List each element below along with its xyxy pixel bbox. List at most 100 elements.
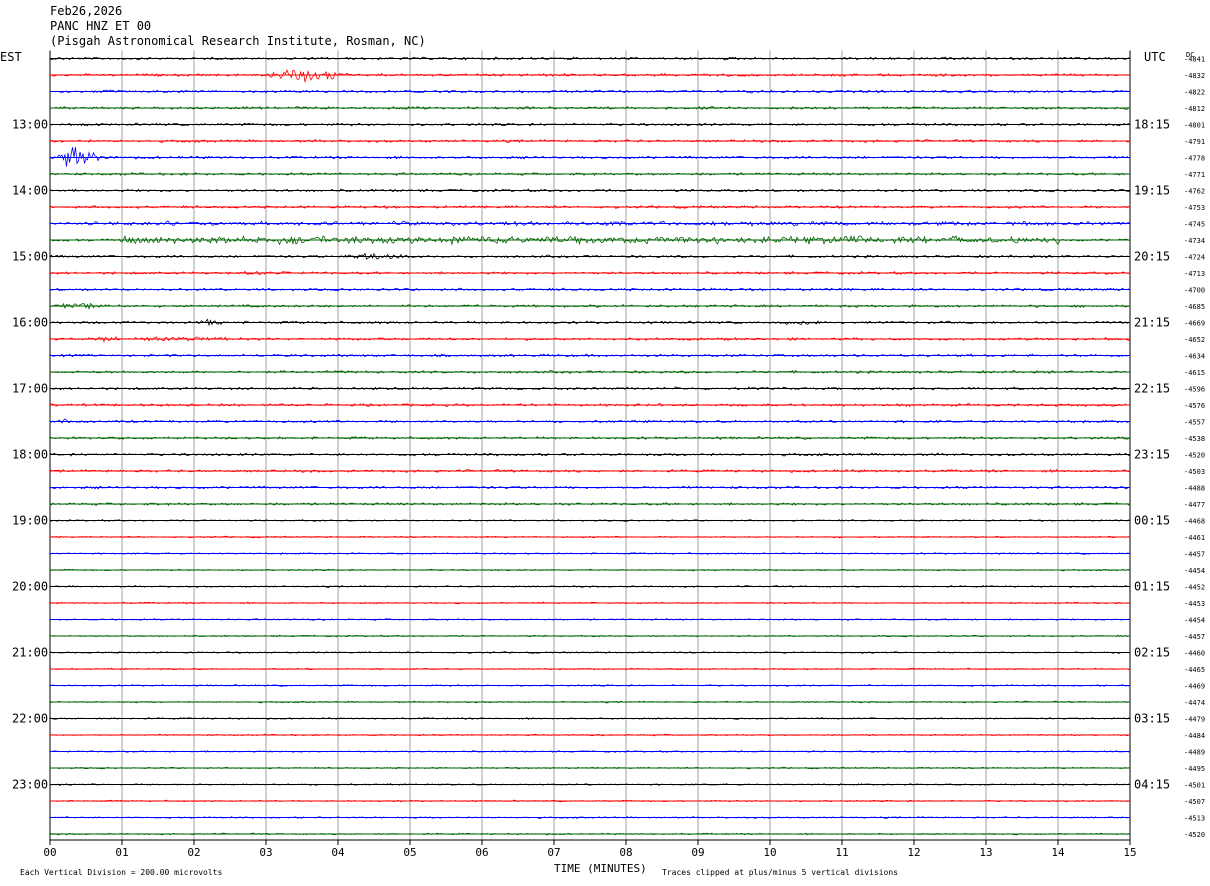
trace-row-41 <box>49 733 1131 737</box>
trace-row-38 <box>49 684 1131 687</box>
trace-row-6 <box>49 147 1131 167</box>
trace-row-30 <box>49 552 1131 555</box>
dc-offset-row-10: -4745 <box>1184 221 1205 229</box>
x-tick-label-05: 05 <box>403 846 416 859</box>
dc-offset-row-39: -4474 <box>1184 699 1205 707</box>
est-hour-label: 18:00 <box>12 448 48 462</box>
trace-row-18 <box>49 353 1131 358</box>
x-tick-label-07: 07 <box>547 846 560 859</box>
trace-row-2 <box>49 89 1131 94</box>
grid <box>49 50 1131 845</box>
utc-hour-label: 19:15 <box>1134 184 1170 198</box>
dc-offset-row-35: -4457 <box>1184 633 1205 641</box>
dc-offset-row-31: -4454 <box>1184 567 1205 575</box>
utc-hour-label: 04:15 <box>1134 778 1170 792</box>
trace-row-8 <box>49 188 1131 193</box>
x-tick-label-04: 04 <box>331 846 345 859</box>
dc-offset-row-19: -4615 <box>1184 369 1205 377</box>
x-tick-label-13: 13 <box>979 846 992 859</box>
trace-row-45 <box>49 799 1130 803</box>
trace-row-5 <box>49 138 1131 144</box>
x-tick-label-11: 11 <box>835 846 848 859</box>
dc-offset-row-26: -4488 <box>1184 485 1205 493</box>
trace-row-24 <box>49 452 1131 457</box>
dc-offset-row-9: -4753 <box>1184 204 1205 212</box>
est-hour-label: 19:00 <box>12 514 48 528</box>
trace-row-16 <box>49 318 1131 327</box>
dc-offset-row-18: -4634 <box>1184 353 1205 361</box>
trace-row-15 <box>49 302 1131 311</box>
traces <box>49 56 1131 836</box>
dc-offset-row-40: -4479 <box>1184 716 1205 724</box>
trace-row-27 <box>49 501 1131 506</box>
x-tick-label-10: 10 <box>763 846 776 859</box>
est-hour-label: 23:00 <box>12 778 48 792</box>
trace-row-20 <box>49 386 1131 391</box>
institute-label: (Pisgah Astronomical Research Institute,… <box>50 34 426 48</box>
trace-row-7 <box>49 171 1131 176</box>
footer-clip-note: Traces clipped at plus/minus 5 vertical … <box>662 868 898 877</box>
utc-hour-label: 02:15 <box>1134 646 1170 660</box>
dc-offset-row-1: -4832 <box>1184 72 1205 80</box>
trace-row-25 <box>49 468 1131 474</box>
trace-row-44 <box>49 783 1131 786</box>
utc-hour-label: 20:15 <box>1134 250 1170 264</box>
trace-row-12 <box>49 252 1131 260</box>
trace-row-1 <box>49 68 1131 83</box>
station-label: PANC HNZ ET 00 <box>50 19 152 33</box>
utc-hour-label: 18:15 <box>1134 118 1170 132</box>
x-tick-label-15: 15 <box>1123 846 1136 859</box>
trace-row-9 <box>49 204 1131 210</box>
utc-hour-label: 01:15 <box>1134 580 1170 594</box>
x-tick-label-09: 09 <box>691 846 704 859</box>
dc-offset-row-17: -4652 <box>1184 336 1205 344</box>
trace-row-4 <box>49 122 1131 127</box>
dc-offset-row-14: -4700 <box>1184 287 1205 295</box>
x-tick-label-08: 08 <box>619 846 632 859</box>
est-hour-label: 15:00 <box>12 250 48 264</box>
x-tick-label-14: 14 <box>1051 846 1065 859</box>
est-hour-label: 21:00 <box>12 646 48 660</box>
axis-labels: EST UTC DC TIME (MINUTES) Each Vertical … <box>0 50 1205 877</box>
x-tick-label-12: 12 <box>907 846 920 859</box>
dc-offset-row-13: -4713 <box>1184 270 1205 278</box>
dc-offset-row-0: -4841 <box>1184 56 1205 64</box>
dc-offset-row-42: -4489 <box>1184 749 1205 757</box>
trace-row-11 <box>49 234 1131 246</box>
trace-row-10 <box>49 220 1131 227</box>
trace-row-13 <box>49 270 1131 276</box>
utc-hour-label: 22:15 <box>1134 382 1170 396</box>
est-hour-label: 17:00 <box>12 382 48 396</box>
dc-offset-row-34: -4454 <box>1184 617 1205 625</box>
trace-row-40 <box>49 717 1131 720</box>
dc-offset-row-8: -4762 <box>1184 188 1205 196</box>
trace-row-34 <box>49 618 1131 621</box>
dc-offset-row-24: -4520 <box>1184 452 1205 460</box>
trace-row-19 <box>49 369 1131 375</box>
date-label: Feb26,2026 <box>50 4 123 18</box>
trace-row-46 <box>49 816 1130 819</box>
trace-row-36 <box>49 651 1131 654</box>
dc-offset-row-4: -4801 <box>1184 122 1205 130</box>
x-tick-label-01: 01 <box>115 846 128 859</box>
dc-offset-row-37: -4465 <box>1184 666 1205 674</box>
dc-offset-row-46: -4513 <box>1184 815 1205 823</box>
est-hour-label: 20:00 <box>12 580 48 594</box>
est-hour-label: 13:00 <box>12 118 48 132</box>
dc-offset-row-28: -4468 <box>1184 518 1205 526</box>
trace-row-3 <box>49 105 1131 111</box>
dc-label: DC <box>1186 51 1194 59</box>
trace-row-42 <box>49 750 1131 753</box>
dc-offset-row-2: -4822 <box>1184 89 1205 97</box>
trace-row-14 <box>49 287 1131 292</box>
utc-hour-label: 21:15 <box>1134 316 1170 330</box>
trace-row-22 <box>49 418 1131 424</box>
trace-row-23 <box>49 436 1131 440</box>
trace-row-35 <box>49 634 1131 638</box>
trace-row-31 <box>49 568 1131 572</box>
trace-row-29 <box>50 535 1131 539</box>
est-axis-label: EST <box>0 50 22 64</box>
trace-row-26 <box>49 485 1131 490</box>
dc-offset-row-36: -4460 <box>1184 650 1205 658</box>
